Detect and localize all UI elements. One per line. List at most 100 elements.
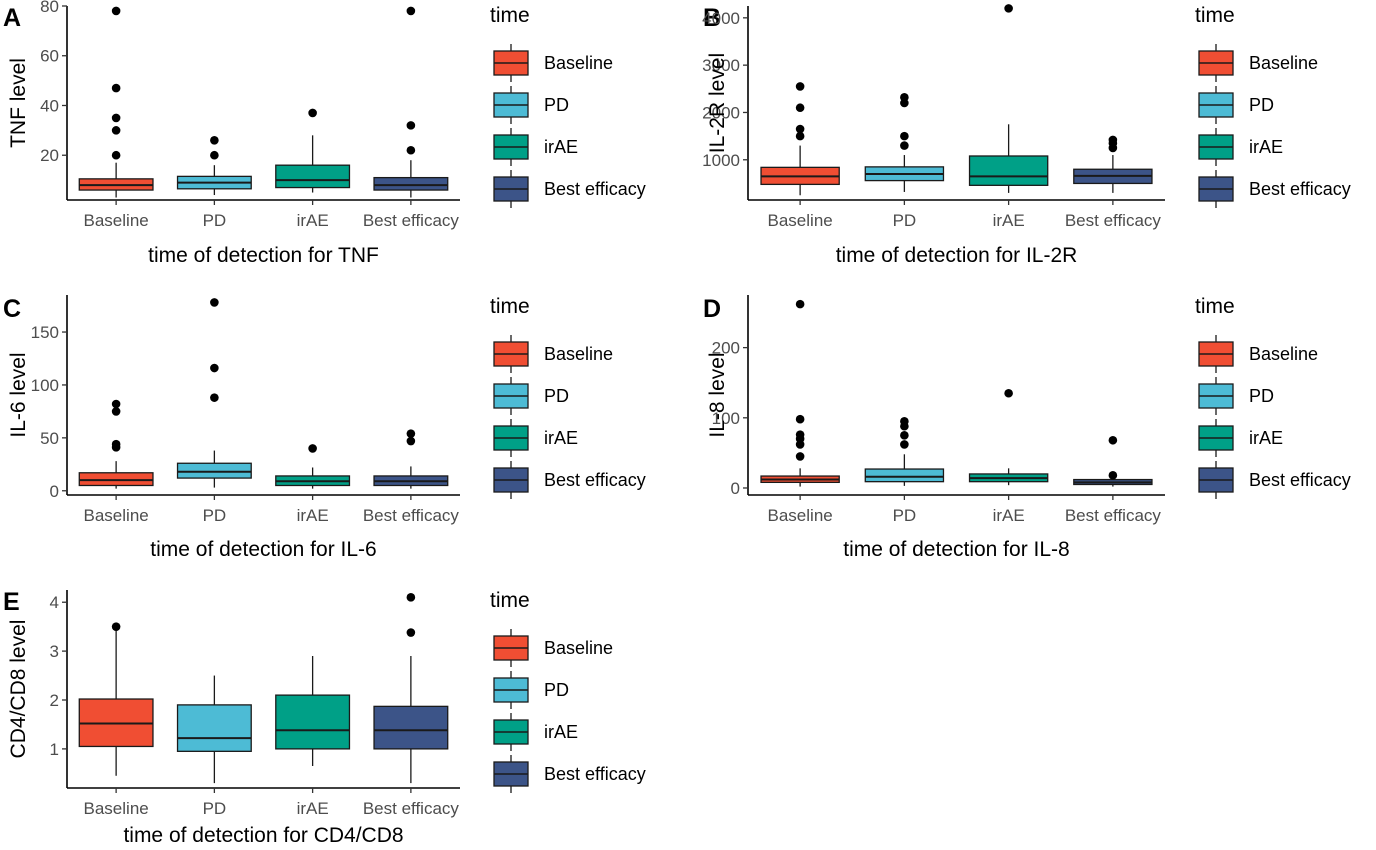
box-best-efficacy xyxy=(1073,135,1153,193)
x-tick-label: Best efficacy xyxy=(363,799,460,818)
y-tick-label: 4 xyxy=(50,593,59,612)
box-irae xyxy=(275,108,351,193)
panel-letter: C xyxy=(3,295,21,323)
outlier-point xyxy=(111,399,121,409)
x-tick-label: Best efficacy xyxy=(1065,506,1162,525)
box-best-efficacy xyxy=(373,429,449,489)
legend-title: time xyxy=(490,295,530,318)
x-axis-title: time of detection for IL-8 xyxy=(843,538,1069,561)
legend-label: PD xyxy=(544,386,569,406)
legend-label: Best efficacy xyxy=(544,470,646,490)
legend-title: time xyxy=(490,4,530,27)
legend-label: Baseline xyxy=(544,53,613,73)
outlier-point xyxy=(210,363,219,373)
x-tick-label: PD xyxy=(203,799,227,818)
legend-label: Best efficacy xyxy=(544,764,646,784)
outlier-point xyxy=(1108,135,1118,145)
x-tick-label: Baseline xyxy=(84,506,149,525)
outlier-point xyxy=(1004,4,1013,13)
box-pd xyxy=(176,298,252,488)
y-tick-label: 2 xyxy=(50,691,59,710)
outlier-point xyxy=(406,429,416,438)
outlier-point xyxy=(210,136,219,145)
x-tick-label: irAE xyxy=(297,799,329,818)
y-tick-label: 200 xyxy=(712,339,740,358)
legend: time Baseline PD irAE Best efficacy xyxy=(1195,295,1351,499)
y-tick-label: 80 xyxy=(40,0,59,16)
legend-label: Best efficacy xyxy=(1249,179,1351,199)
x-tick-label: Baseline xyxy=(768,211,833,230)
outlier-point xyxy=(795,82,805,91)
outlier-point xyxy=(111,407,121,416)
x-tick-label: Baseline xyxy=(84,211,149,230)
outlier-point xyxy=(900,141,909,150)
y-tick-label: 1 xyxy=(50,740,59,759)
y-axis-title: TNF level xyxy=(7,58,30,148)
outlier-point xyxy=(795,452,805,461)
panel-d: D 0 100 200 Baseline PD irAE Best efficacy time … xyxy=(703,295,1351,561)
x-tick-label: Baseline xyxy=(768,506,833,525)
x-tick-label: PD xyxy=(893,506,917,525)
outlier-point xyxy=(1108,471,1118,480)
iqr-box xyxy=(275,694,351,750)
panel-b: B 1000 2000 3000 4000 Baseline PD irAE Best effi… xyxy=(702,4,1351,267)
y-axis-title: IL-6 level xyxy=(7,352,30,437)
outlier-point xyxy=(111,150,121,160)
outlier-point xyxy=(795,430,805,439)
y-axis-title: CD4/CD8 level xyxy=(7,620,30,759)
outlier-point xyxy=(795,414,805,424)
box-baseline xyxy=(78,399,154,489)
outlier-point xyxy=(210,150,219,160)
outlier-point xyxy=(795,299,805,309)
x-axis-title: time of detection for IL-2R xyxy=(836,244,1078,267)
legend-label: irAE xyxy=(544,722,578,742)
y-tick-label: 0 xyxy=(50,482,59,501)
outlier-point xyxy=(111,113,121,123)
box-baseline xyxy=(760,299,840,487)
legend-label: irAE xyxy=(1249,428,1283,448)
x-tick-label: Baseline xyxy=(84,799,149,818)
outlier-point xyxy=(111,83,121,93)
x-tick-label: irAE xyxy=(993,506,1025,525)
iqr-box xyxy=(864,468,945,483)
outlier-point xyxy=(795,103,805,113)
iqr-box xyxy=(275,164,351,189)
x-tick-label: Best efficacy xyxy=(1065,211,1162,230)
panel-letter: E xyxy=(3,588,20,616)
legend-label: PD xyxy=(1249,95,1274,115)
outlier-point xyxy=(795,124,805,134)
legend-label: Baseline xyxy=(1249,344,1318,364)
y-tick-label: 1000 xyxy=(702,151,740,170)
outlier-point xyxy=(111,6,121,16)
outlier-point xyxy=(111,439,121,449)
outlier-point xyxy=(900,440,909,449)
box-pd xyxy=(176,136,252,196)
legend-label: PD xyxy=(1249,386,1274,406)
legend-title: time xyxy=(1195,295,1235,318)
box-irae xyxy=(968,4,1049,193)
box-irae xyxy=(275,656,351,766)
legend-title: time xyxy=(1195,4,1235,27)
legend-label: Baseline xyxy=(544,638,613,658)
legend-title: time xyxy=(490,589,530,612)
x-tick-label: Best efficacy xyxy=(363,506,460,525)
box-pd xyxy=(864,417,945,486)
box-irae xyxy=(968,388,1049,486)
y-axis-title: IL-2R level xyxy=(706,53,729,153)
y-tick-label: 40 xyxy=(40,96,59,115)
outlier-point xyxy=(308,108,317,118)
x-axis-title: time of detection for CD4/CD8 xyxy=(123,824,403,847)
y-tick-label: 100 xyxy=(31,376,59,395)
y-tick-label: 100 xyxy=(712,409,740,428)
panel-e: E 1 2 3 4 Baseline PD irAE Best efficacy time of … xyxy=(3,588,646,847)
legend-label: irAE xyxy=(1249,137,1283,157)
legend: time Baseline PD irAE Best efficacy xyxy=(1195,4,1351,208)
x-tick-label: PD xyxy=(203,506,227,525)
x-axis-title: time of detection for IL-6 xyxy=(150,538,376,561)
y-tick-label: 150 xyxy=(31,323,59,342)
box-baseline xyxy=(78,6,154,198)
outlier-point xyxy=(900,417,909,426)
